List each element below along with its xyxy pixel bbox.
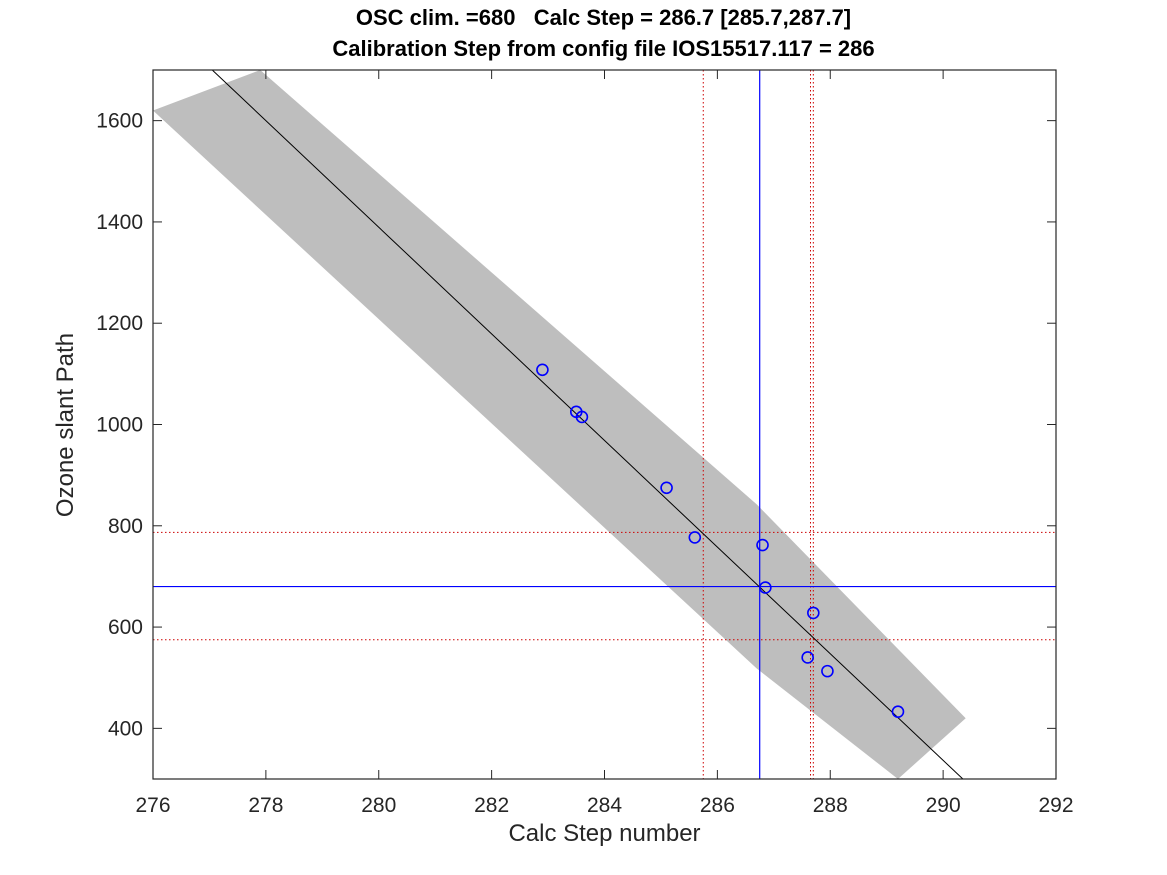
y-tick-label: 1000 [96,414,143,437]
x-tick-label: 288 [813,794,848,817]
y-axis-label: Ozone slant Path [52,332,79,518]
data-point-6 [756,538,769,552]
x-tick-label: 286 [700,794,735,817]
y-tick-label: 400 [108,717,143,740]
y-tick-label: 1400 [96,211,143,234]
x-tick-label: 280 [361,794,396,817]
confidence-band [153,70,966,779]
data-point-1 [536,363,549,377]
data-point-8 [807,606,820,620]
chart-title-line-1: OSC clim. =680 Calc Step = 286.7 [285.7,… [355,5,852,30]
y-tick-label: 600 [108,616,143,639]
data-point-9 [801,651,814,664]
x-tick-label: 276 [135,794,170,817]
data-point-7 [759,581,772,594]
data-point-5 [688,531,702,544]
data-point-3 [575,410,589,424]
x-axis-label: Calc Step number [508,820,701,847]
x-tick-label: 278 [248,794,283,817]
chart-title-line-2: Calibration Step from config file IOS155… [332,36,875,61]
fit-line [211,70,964,779]
x-tick-label: 292 [1038,794,1073,817]
x-tick-label: 290 [926,794,961,817]
y-tick-label: 1600 [96,110,143,133]
x-tick-label: 284 [587,794,622,817]
data-point-4 [660,481,673,495]
y-tick-label: 1200 [96,312,143,335]
data-point-11 [891,705,905,718]
y-tick-label: 800 [108,515,143,538]
x-tick-label: 282 [474,794,509,817]
data-point-10 [821,664,834,678]
